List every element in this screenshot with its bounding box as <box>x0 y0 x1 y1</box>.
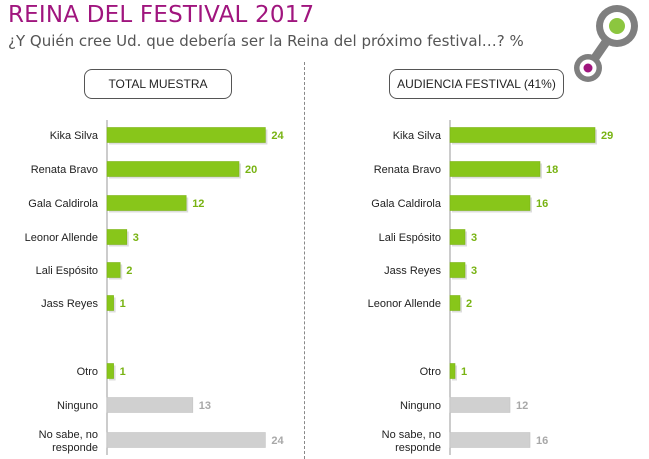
bar <box>106 363 114 379</box>
bar <box>106 127 266 143</box>
value-label: 16 <box>536 198 548 210</box>
bar <box>449 363 456 379</box>
category-label: Otro <box>77 366 98 378</box>
page-subtitle: ¿Y Quién cree Ud. que debería ser la Rei… <box>8 32 524 50</box>
category-label: Leonor Allende <box>25 232 98 244</box>
category-label: Lali Espósito <box>379 232 441 244</box>
page-title: REINA DEL FESTIVAL 2017 <box>8 2 315 28</box>
panel-divider <box>304 62 305 459</box>
bar <box>106 397 194 413</box>
category-label: Renata Bravo <box>374 164 441 176</box>
category-label: Kika Silva <box>393 130 442 142</box>
category-label: Gala Caldirola <box>371 198 442 210</box>
bar <box>449 432 531 448</box>
value-label: 24 <box>271 130 284 142</box>
category-label: Leonor Allende <box>368 298 441 310</box>
panel-header-audiencia: AUDIENCIA FESTIVAL (41%) <box>389 69 564 99</box>
value-label: 13 <box>199 400 211 412</box>
category-label: No sabe, no responde <box>39 429 98 454</box>
category-label: Kika Silva <box>50 130 99 142</box>
value-label: 3 <box>471 265 477 277</box>
bar <box>106 262 121 278</box>
bar <box>106 295 114 311</box>
bar <box>449 127 596 143</box>
value-label: 12 <box>516 400 528 412</box>
bar <box>106 229 128 245</box>
value-label: 1 <box>461 366 467 378</box>
bar <box>449 161 541 177</box>
bar <box>449 195 531 211</box>
bar <box>106 161 240 177</box>
chart-panel-1: Kika Silva 29 Renata Bravo 18 Gala Caldirola… <box>368 120 613 455</box>
value-label: 1 <box>120 366 126 378</box>
value-label: 3 <box>471 232 477 244</box>
category-label: Renata Bravo <box>31 164 98 176</box>
category-label: Lali Espósito <box>36 265 98 277</box>
value-label: 20 <box>245 164 257 176</box>
category-label: No sabe, no responde <box>382 429 441 454</box>
bar <box>449 262 466 278</box>
value-label: 3 <box>133 232 139 244</box>
bar <box>449 397 511 413</box>
value-label: 1 <box>120 298 126 310</box>
bar <box>449 229 466 245</box>
category-label: Jass Reyes <box>384 265 441 277</box>
bar <box>106 432 266 448</box>
category-label: Jass Reyes <box>41 298 98 310</box>
chart-panel-0: Kika Silva 24 Renata Bravo 20 Gala Caldirola… <box>25 120 285 455</box>
bar <box>449 295 461 311</box>
category-label: Gala Caldirola <box>28 198 99 210</box>
value-label: 2 <box>466 298 472 310</box>
value-label: 24 <box>271 435 284 447</box>
bar <box>106 195 187 211</box>
value-label: 2 <box>126 265 132 277</box>
category-label: Ninguno <box>400 400 441 412</box>
value-label: 29 <box>601 130 613 142</box>
value-label: 12 <box>192 198 204 210</box>
panel-header-total: TOTAL MUESTRA <box>84 69 232 99</box>
category-label: Ninguno <box>57 400 98 412</box>
category-label: Otro <box>420 366 441 378</box>
value-label: 16 <box>536 435 548 447</box>
value-label: 18 <box>546 164 558 176</box>
